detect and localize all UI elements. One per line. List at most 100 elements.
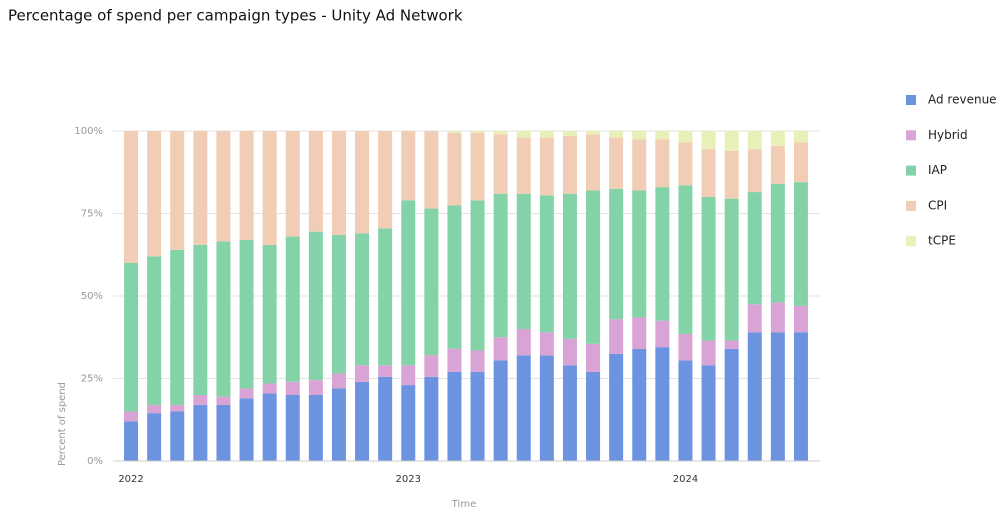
bar-segment bbox=[609, 319, 624, 354]
bar-segment bbox=[401, 365, 416, 386]
bar-segment bbox=[447, 205, 462, 349]
bar-segment bbox=[793, 142, 808, 183]
bar-segment bbox=[378, 228, 393, 366]
bar-segment bbox=[262, 383, 277, 394]
bar-segment bbox=[562, 365, 577, 461]
bar-segment bbox=[147, 256, 162, 405]
bar-segment bbox=[470, 200, 485, 351]
bar-segment bbox=[678, 131, 693, 143]
bar-segment bbox=[401, 200, 416, 366]
legend-label: CPI bbox=[928, 198, 947, 212]
bar-segment bbox=[609, 131, 624, 138]
x-tick-label: 2022 bbox=[118, 474, 143, 485]
bar-segment bbox=[701, 340, 716, 366]
bar-segment bbox=[770, 183, 785, 303]
bar-segment bbox=[239, 131, 254, 240]
bar-segment bbox=[193, 244, 208, 395]
bar-segment bbox=[170, 411, 185, 461]
bar-segment bbox=[355, 131, 370, 234]
bar-segment bbox=[747, 332, 762, 461]
bar-segment bbox=[262, 393, 277, 461]
bar-segment bbox=[424, 355, 439, 377]
legend-label: Hybrid bbox=[928, 128, 968, 142]
bar-segment bbox=[216, 404, 231, 461]
bar-segment bbox=[355, 365, 370, 382]
bar-segment bbox=[724, 131, 739, 151]
bar-segment bbox=[216, 241, 231, 397]
bar-segment bbox=[678, 333, 693, 361]
bar-segment bbox=[632, 131, 647, 140]
bar-segment bbox=[493, 360, 508, 461]
bar-segment bbox=[586, 371, 601, 461]
bar-segment bbox=[493, 193, 508, 338]
bar-segment bbox=[331, 373, 346, 389]
legend-swatch bbox=[906, 236, 916, 247]
bar-segment bbox=[493, 131, 508, 135]
bar-segment bbox=[609, 353, 624, 461]
bar-segment bbox=[447, 132, 462, 206]
bar-segment bbox=[331, 131, 346, 235]
bar-segment bbox=[516, 329, 531, 356]
bar-segment bbox=[632, 139, 647, 191]
legend-swatch bbox=[906, 200, 916, 211]
bar-segment bbox=[609, 188, 624, 320]
bar-segment bbox=[655, 320, 670, 348]
bar-segment bbox=[586, 190, 601, 344]
bar-segment bbox=[632, 348, 647, 461]
bar-segment bbox=[632, 190, 647, 318]
bar-segment bbox=[678, 185, 693, 334]
bar-segment bbox=[793, 131, 808, 143]
bar-segment bbox=[285, 131, 300, 237]
bar-segment bbox=[562, 131, 577, 136]
bar-segment bbox=[193, 404, 208, 461]
bar-segment bbox=[539, 355, 554, 461]
bar-segment bbox=[216, 131, 231, 242]
bar-segment bbox=[747, 304, 762, 333]
bar-segment bbox=[124, 263, 139, 412]
y-tick-label: 50% bbox=[81, 291, 103, 302]
bar-segment bbox=[170, 131, 185, 250]
bar-segment bbox=[262, 244, 277, 384]
bar-segment bbox=[747, 192, 762, 305]
y-tick-label: 75% bbox=[81, 209, 103, 220]
bar-segment bbox=[539, 137, 554, 196]
bar-segment bbox=[447, 131, 462, 133]
legend-swatch bbox=[906, 95, 916, 105]
bar-segment bbox=[701, 131, 716, 150]
bar-segment bbox=[308, 231, 323, 381]
bar-segment bbox=[470, 350, 485, 372]
bar-segment bbox=[216, 396, 231, 405]
bar-segment bbox=[516, 193, 531, 329]
bar-segment bbox=[678, 360, 693, 461]
bar-segment bbox=[308, 380, 323, 395]
bar-segment bbox=[724, 150, 739, 199]
bar-segment bbox=[424, 376, 439, 461]
bar-segment bbox=[331, 388, 346, 461]
bar-segment bbox=[493, 134, 508, 194]
bar-segment bbox=[747, 131, 762, 150]
bar-segment bbox=[493, 337, 508, 361]
bar-segment bbox=[747, 149, 762, 193]
bar-segment bbox=[793, 182, 808, 306]
bar-segment bbox=[331, 234, 346, 374]
bar-segment bbox=[285, 395, 300, 461]
bar-segment bbox=[516, 137, 531, 194]
bar-segment bbox=[655, 347, 670, 461]
legend-label: IAP bbox=[928, 163, 947, 177]
bar-segment bbox=[285, 381, 300, 395]
bar-segment bbox=[470, 131, 485, 133]
bar-segment bbox=[539, 195, 554, 333]
bar-segment bbox=[770, 302, 785, 333]
bar-segment bbox=[424, 131, 439, 209]
bar-segment bbox=[701, 149, 716, 197]
bar-segment bbox=[355, 233, 370, 366]
y-tick-label: 25% bbox=[81, 374, 103, 385]
bar-segment bbox=[401, 385, 416, 461]
bar-segment bbox=[124, 411, 139, 422]
chart-title: Percentage of spend per campaign types -… bbox=[8, 7, 463, 25]
y-tick-label: 100% bbox=[74, 126, 103, 137]
y-tick-label: 0% bbox=[87, 456, 103, 467]
bar-segment bbox=[424, 208, 439, 356]
y-axis-title: Percent of spend bbox=[57, 382, 68, 466]
bar-segment bbox=[770, 332, 785, 461]
